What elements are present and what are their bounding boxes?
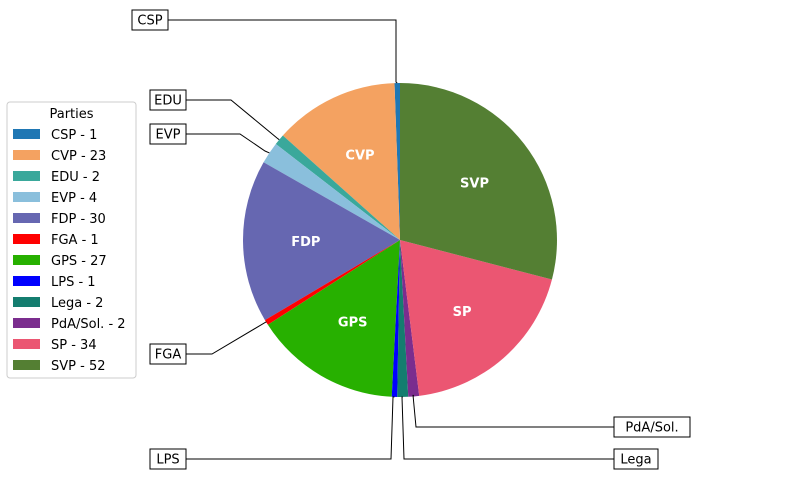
pie-slice-lega	[397, 240, 409, 398]
legend-label-cvp: CVP - 23	[51, 149, 106, 164]
slice-label-svp: SVP	[460, 176, 489, 191]
legend-swatch-edu	[13, 171, 40, 181]
callout-line-pda-sol	[412, 394, 614, 428]
callout-text-lps: LPS	[156, 453, 179, 468]
legend-label-svp: SVP - 52	[51, 359, 105, 374]
legend-swatch-gps	[13, 255, 40, 265]
callout-text-edu: EDU	[154, 94, 182, 109]
callout-text-evp: EVP	[156, 128, 181, 143]
legend-label-gps: GPS - 27	[51, 254, 107, 269]
pie-slice-csp	[394, 83, 400, 240]
legend-swatch-sp	[13, 339, 40, 349]
callout-line-lega	[401, 396, 614, 460]
callout-lega: Lega	[401, 396, 659, 470]
callout-box-edu	[149, 89, 187, 111]
callout-line-evp	[186, 133, 270, 154]
pie-slice-pda-sol	[400, 240, 420, 397]
callout-pda-sol: PdA/Sol.	[412, 394, 691, 438]
legend-label-fdp: FDP - 30	[51, 212, 106, 227]
legend-swatch-evp	[13, 192, 40, 202]
callout-text-fga: FGA	[155, 348, 182, 363]
callout-csp: CSP	[131, 9, 398, 84]
pie-slice-sp	[400, 240, 552, 396]
callout-fga: FGA	[149, 321, 267, 365]
callout-box-csp	[131, 9, 169, 31]
slice-label-gps: GPS	[338, 315, 368, 330]
callout-box-evp	[149, 123, 187, 145]
callout-text-lega: Lega	[620, 453, 651, 468]
legend-label-fga: FGA - 1	[51, 233, 99, 248]
pie-slice-fga	[264, 240, 400, 325]
callout-labels: CSP EDU EVP FGA LPS Lega PdA/Sol.	[131, 9, 691, 470]
legend-swatch-fga	[13, 234, 40, 244]
slice-label-fdp: FDP	[291, 235, 320, 250]
callout-box-pda-sol	[613, 416, 691, 438]
callout-line-fga	[186, 321, 267, 355]
slice-label-sp: SP	[453, 305, 472, 320]
legend-label-lega: Lega - 2	[51, 296, 103, 311]
pie-slice-edu	[275, 135, 400, 240]
legend-swatch-fdp	[13, 213, 40, 223]
legend-label-evp: EVP - 4	[51, 191, 97, 206]
callout-box-lps	[149, 448, 187, 470]
callout-evp: EVP	[149, 123, 270, 154]
pie-slice-lps	[391, 240, 400, 397]
legend-swatch-svp	[13, 360, 40, 370]
slice-label-cvp: CVP	[345, 149, 374, 164]
pie-slice-cvp	[282, 83, 400, 240]
legend-swatch-lps	[13, 276, 40, 286]
legend-label-pda-sol: PdA/Sol. - 2	[51, 317, 126, 332]
callout-box-lega	[613, 448, 659, 470]
callout-line-edu	[186, 99, 280, 141]
pie-slices	[243, 83, 557, 398]
legend-swatch-lega	[13, 297, 40, 307]
callout-text-pda-sol: PdA/Sol.	[625, 421, 678, 436]
legend-title: Parties	[49, 107, 93, 122]
legend-swatch-csp	[13, 129, 40, 139]
callout-edu: EDU	[149, 89, 280, 141]
callout-text-csp: CSP	[137, 14, 162, 29]
pie-slice-evp	[263, 143, 400, 240]
legend-swatch-pda-sol	[13, 318, 40, 328]
pie-slice-svp	[400, 83, 557, 280]
legend-label-lps: LPS - 1	[51, 275, 96, 290]
callout-lps: LPS	[149, 396, 395, 470]
legend-label-csp: CSP - 1	[51, 128, 97, 143]
callout-box-fga	[149, 343, 187, 365]
legend-swatch-cvp	[13, 150, 40, 160]
pie-slice-gps	[267, 240, 400, 397]
callout-line-lps	[186, 396, 395, 460]
callout-line-csp	[168, 19, 398, 84]
legend-label-edu: EDU - 2	[51, 170, 100, 185]
slice-labels: CVP FDP GPS SP SVP	[291, 149, 489, 331]
pie-slice-fdp	[243, 162, 400, 321]
legend: Parties CSP - 1 CVP - 23 EDU - 2 EVP - 4 FDP…	[6, 101, 137, 379]
legend-label-sp: SP - 34	[51, 338, 97, 353]
